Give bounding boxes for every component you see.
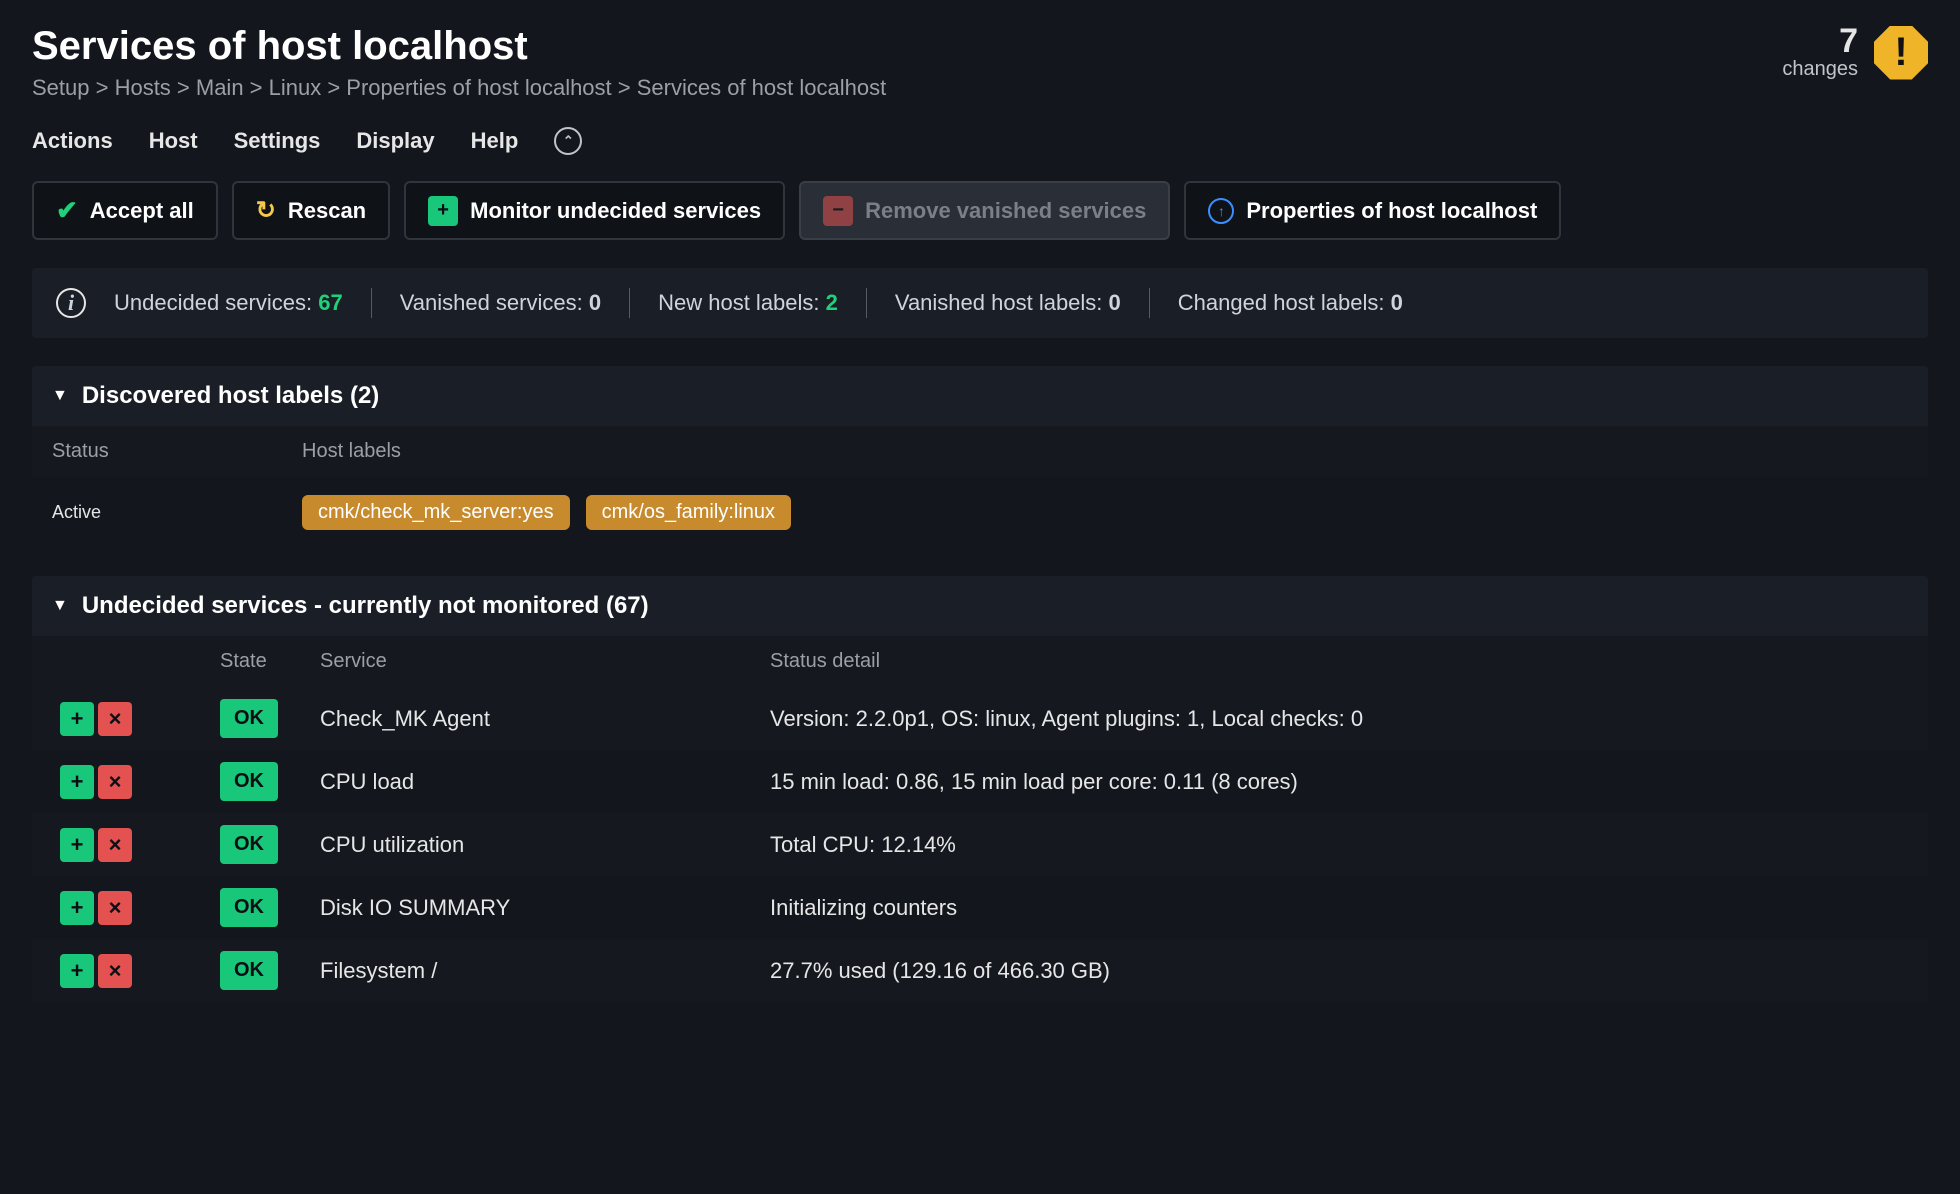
service-row: +× OK CPU load15 min load: 0.86, 15 min lo…	[32, 750, 1928, 813]
remove-service-button[interactable]: ×	[98, 765, 132, 799]
remove-vanished-label: Remove vanished services	[865, 198, 1146, 224]
chevron-down-icon: ▼	[52, 387, 68, 405]
host-label-badge[interactable]: cmk/os_family:linux	[586, 495, 791, 530]
undecided-section-title: Undecided services - currently not monit…	[82, 592, 649, 620]
rescan-label: Rescan	[288, 198, 366, 224]
add-service-button[interactable]: +	[60, 765, 94, 799]
menu-settings[interactable]: Settings	[234, 128, 321, 154]
service-name: Disk IO SUMMARY	[320, 895, 770, 921]
accept-all-button[interactable]: ✔ Accept all	[32, 181, 218, 240]
service-detail: Initializing counters	[770, 895, 1908, 921]
add-service-button[interactable]: +	[60, 828, 94, 862]
properties-host-button[interactable]: ↑ Properties of host localhost	[1184, 181, 1561, 240]
stat-undecided-value: 67	[318, 290, 342, 315]
monitor-undecided-button[interactable]: + Monitor undecided services	[404, 181, 785, 240]
breadcrumb: Setup > Hosts > Main > Linux > Propertie…	[32, 75, 886, 101]
stat-vanished-value: 0	[589, 290, 601, 315]
remove-service-button[interactable]: ×	[98, 828, 132, 862]
info-icon: i	[56, 288, 86, 318]
undecided-section-header[interactable]: ▼ Undecided services - currently not mon…	[32, 576, 1928, 636]
stat-vanished-label: Vanished services:	[400, 290, 583, 315]
service-name: CPU utilization	[320, 832, 770, 858]
arrow-up-icon: ↑	[1208, 198, 1234, 224]
service-row: +× OK Check_MK AgentVersion: 2.2.0p1, OS: …	[32, 687, 1928, 750]
stat-vanishedlabels-label: Vanished host labels:	[895, 290, 1103, 315]
service-row: +× OK Disk IO SUMMARYInitializing counters	[32, 876, 1928, 939]
service-row: +× OK CPU utilizationTotal CPU: 12.14%	[32, 813, 1928, 876]
service-detail: Version: 2.2.0p1, OS: linux, Agent plugi…	[770, 706, 1908, 732]
menu-help[interactable]: Help	[471, 128, 519, 154]
menu-host[interactable]: Host	[149, 128, 198, 154]
plus-icon: +	[428, 196, 458, 226]
service-name: Filesystem /	[320, 958, 770, 984]
service-detail: Total CPU: 12.14%	[770, 832, 1908, 858]
check-icon: ✔	[56, 195, 78, 226]
state-badge: OK	[220, 825, 278, 864]
state-badge: OK	[220, 951, 278, 990]
monitor-undecided-label: Monitor undecided services	[470, 198, 761, 224]
col-detail-header: Status detail	[770, 650, 1908, 673]
service-row: +× OK Filesystem /27.7% used (129.16 of 46…	[32, 939, 1928, 1002]
add-service-button[interactable]: +	[60, 702, 94, 736]
accept-all-label: Accept all	[90, 198, 194, 224]
menubar: Actions Host Settings Display Help ⌃	[32, 109, 1928, 181]
discovered-labels-header[interactable]: ▼ Discovered host labels (2)	[32, 366, 1928, 426]
stat-vanishedlabels-value: 0	[1109, 290, 1121, 315]
stat-newlabels-value: 2	[826, 290, 838, 315]
warning-icon[interactable]: !	[1874, 26, 1928, 80]
stat-changedlabels-label: Changed host labels:	[1178, 290, 1385, 315]
menu-actions[interactable]: Actions	[32, 128, 113, 154]
stat-undecided-label: Undecided services:	[114, 290, 312, 315]
service-detail: 27.7% used (129.16 of 466.30 GB)	[770, 958, 1908, 984]
remove-service-button[interactable]: ×	[98, 702, 132, 736]
rescan-button[interactable]: ↻ Rescan	[232, 181, 390, 240]
col-state-header: State	[220, 650, 320, 673]
remove-service-button[interactable]: ×	[98, 954, 132, 988]
state-badge: OK	[220, 888, 278, 927]
properties-host-label: Properties of host localhost	[1246, 198, 1537, 224]
stat-newlabels-label: New host labels:	[658, 290, 819, 315]
remove-vanished-button: − Remove vanished services	[799, 181, 1170, 240]
menu-display[interactable]: Display	[356, 128, 434, 154]
discovery-stats: i Undecided services: 67 Vanished servic…	[32, 268, 1928, 338]
chevron-down-icon: ▼	[52, 597, 68, 615]
state-badge: OK	[220, 762, 278, 801]
col-labels-header: Host labels	[302, 440, 401, 463]
changes-indicator[interactable]: 7 changes	[1782, 24, 1858, 81]
discovered-labels-title: Discovered host labels (2)	[82, 382, 379, 410]
col-service-header: Service	[320, 650, 770, 673]
changes-count: 7	[1782, 24, 1858, 58]
add-service-button[interactable]: +	[60, 891, 94, 925]
minus-icon: −	[823, 196, 853, 226]
service-name: Check_MK Agent	[320, 706, 770, 732]
add-service-button[interactable]: +	[60, 954, 94, 988]
host-labels: cmk/check_mk_server:yes cmk/os_family:lin…	[302, 495, 807, 530]
page-title: Services of host localhost	[32, 24, 886, 69]
service-name: CPU load	[320, 769, 770, 795]
refresh-icon: ↻	[256, 196, 276, 225]
stat-changedlabels-value: 0	[1391, 290, 1403, 315]
service-detail: 15 min load: 0.86, 15 min load per core:…	[770, 769, 1908, 795]
changes-label: changes	[1782, 58, 1858, 81]
col-status-header: Status	[52, 440, 302, 463]
menu-collapse-icon[interactable]: ⌃	[554, 127, 582, 155]
state-badge: OK	[220, 699, 278, 738]
remove-service-button[interactable]: ×	[98, 891, 132, 925]
label-status-value: Active	[52, 502, 302, 523]
host-label-badge[interactable]: cmk/check_mk_server:yes	[302, 495, 570, 530]
